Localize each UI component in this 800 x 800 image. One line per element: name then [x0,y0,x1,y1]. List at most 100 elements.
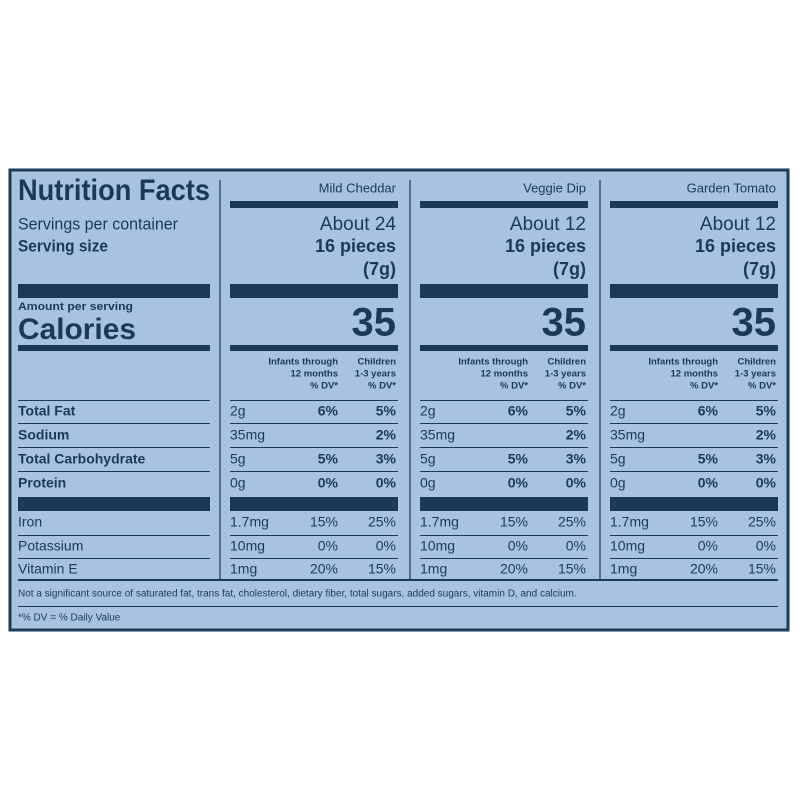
calories-label: Calories [18,313,136,346]
calories-value: 35 [352,301,397,345]
amount: 1mg [610,561,637,577]
dv-child: 0% [756,538,776,554]
thin-rule [420,423,588,424]
thin-rule [230,447,398,448]
dv-infant: 6% [698,403,719,419]
dv-child: 25% [368,514,396,530]
dv-child: 0% [376,475,397,491]
dv-infant: 15% [690,514,718,530]
dv-header: Children [357,357,396,368]
amount: 2g [230,403,246,419]
dv-header: 12 months [670,369,718,380]
dv-header: Infants through [458,357,528,368]
dv-header: 12 months [290,369,338,380]
thin-rule [18,558,210,559]
dv-infant: 0% [318,475,339,491]
thick-rule [230,284,398,298]
dv-child: 0% [376,538,396,554]
amount: 10mg [610,538,645,554]
calories-value: 35 [542,301,587,345]
dv-child: 5% [566,403,587,419]
dv-child: 25% [748,514,776,530]
dv-header: 12 months [480,369,528,380]
thin-rule [230,535,398,536]
thin-rule [610,471,778,472]
amount: 10mg [420,538,455,554]
amount: 2g [420,403,436,419]
serving-size-label: Serving size [18,236,108,255]
thick-rule [610,497,778,511]
medium-rule [18,345,210,351]
thin-rule [18,447,210,448]
nutrient-name: Protein [18,475,66,491]
thin-rule [420,558,588,559]
dv-infant: 15% [310,514,338,530]
dv-header: Infants through [648,357,718,368]
thin-rule [230,471,398,472]
dv-header: % DV* [310,381,338,392]
dv-infant: 0% [508,538,528,554]
amount: 1mg [230,561,257,577]
thick-rule [420,497,588,511]
dv-infant: 6% [508,403,529,419]
dv-child: 2% [566,427,587,443]
dv-infant: 15% [500,514,528,530]
amount: 1.7mg [420,514,459,530]
amount: 5g [610,451,626,467]
thin-rule [18,400,210,401]
thick-rule [230,201,398,208]
dv-child: 3% [376,451,397,467]
dv-header: 1-3 years [735,369,776,380]
amount: 5g [230,451,246,467]
serving-weight-value: (7g) [363,259,396,279]
dv-infant: 0% [508,475,529,491]
thin-rule [230,400,398,401]
amount-label: Amount per serving [18,301,133,313]
nutrient-name: Total Fat [18,403,76,419]
thin-rule [610,400,778,401]
dv-infant: 5% [508,451,529,467]
product-name: Veggie Dip [523,180,586,195]
thin-rule [610,535,778,536]
thin-rule [610,447,778,448]
dv-child: 2% [756,427,777,443]
medium-rule [230,345,398,351]
amount: 35mg [230,427,265,443]
thin-rule [420,471,588,472]
thick-rule [420,201,588,208]
amount: 0g [610,475,626,491]
amount: 35mg [610,427,645,443]
servings-value: About 12 [510,214,586,235]
nutrient-name: Iron [18,514,42,530]
dv-child: 5% [756,403,777,419]
servings-label: Servings per container [18,214,178,233]
dv-header: % DV* [558,381,586,392]
thick-rule [18,497,210,511]
title: Nutrition Facts [18,174,210,207]
nutrient-name: Total Carbohydrate [18,451,146,467]
dv-child: 5% [376,403,397,419]
footnote: Not a significant source of saturated fa… [18,589,577,600]
nutrient-name: Sodium [18,427,69,443]
dv-child: 0% [566,538,586,554]
dv-infant: 5% [318,451,339,467]
thin-rule [18,535,210,536]
amount: 0g [230,475,246,491]
dv-infant: 0% [698,475,719,491]
thin-rule [18,423,210,424]
thin-rule [18,606,778,607]
thick-rule [610,201,778,208]
medium-rule [420,345,588,351]
thin-rule [230,423,398,424]
dv-infant: 20% [690,561,718,577]
dv-infant: 5% [698,451,719,467]
dv-infant: 20% [500,561,528,577]
dv-header: % DV* [690,381,718,392]
thin-rule [610,423,778,424]
dv-header: Infants through [268,357,338,368]
serving-weight-value: (7g) [743,259,776,279]
amount: 0g [420,475,436,491]
dv-child: 0% [756,475,777,491]
dv-child: 3% [756,451,777,467]
